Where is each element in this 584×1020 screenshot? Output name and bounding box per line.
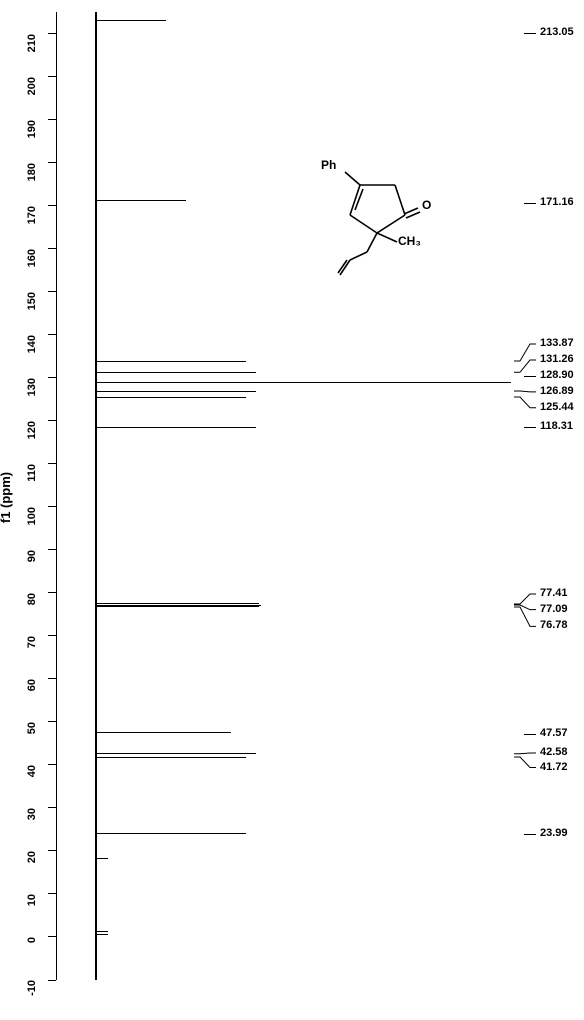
axis-tick-label: 120 [26,421,38,461]
axis-tick-label: 10 [26,894,38,934]
axis-tick [48,33,56,34]
peak-value-label: 41.72 [540,761,568,773]
peak-line [96,382,511,383]
axis-tick-label: 160 [26,249,38,289]
peak-line [96,833,246,834]
axis-tick-label: 190 [26,120,38,160]
peak-line [96,606,259,607]
axis-tick [48,549,56,550]
axis-tick [48,807,56,808]
axis-tick [48,592,56,593]
axis-tick-label: 200 [26,77,38,117]
peak-value-label: 133.87 [540,337,574,349]
axis-tick [48,721,56,722]
peak-line [96,732,231,733]
axis-tick [48,162,56,163]
label-connector [524,203,536,204]
axis-tick [48,936,56,937]
label-connector [524,427,536,428]
peak-line [96,372,256,373]
axis-tick-label: -10 [26,980,38,1020]
axis-tick-label: 180 [26,163,38,203]
axis-tick-label: 70 [26,636,38,676]
peak-line [96,934,108,935]
o-label: O [422,198,431,212]
peak-value-label: 171.16 [540,196,574,208]
peak-value-label: 126.89 [540,385,574,397]
peak-line [96,753,256,754]
label-connector [514,605,540,628]
peak-value-label: 77.09 [540,603,568,615]
y-axis-line [56,12,57,980]
axis-tick-label: 30 [26,808,38,848]
axis-tick [48,420,56,421]
axis-tick [48,678,56,679]
label-connector [524,734,536,735]
peak-value-label: 118.31 [540,420,573,432]
axis-tick-label: 40 [26,765,38,805]
axis-tick-label: 80 [26,593,38,633]
molecular-structure: Ph O CH₃ [305,160,450,280]
axis-tick [48,291,56,292]
axis-tick [48,248,56,249]
label-connector [514,395,540,410]
peak-value-label: 125.44 [540,401,574,413]
peak-line [96,931,108,932]
axis-tick [48,764,56,765]
axis-tick [48,205,56,206]
peak-value-label: 23.99 [540,827,568,839]
axis-tick-label: 0 [26,937,38,977]
axis-tick-label: 100 [26,507,38,547]
axis-tick-label: 140 [26,335,38,375]
label-connector [514,755,540,770]
peak-value-label: 47.57 [540,727,568,739]
peak-value-label: 42.58 [540,746,568,758]
axis-tick [48,334,56,335]
axis-tick [48,463,56,464]
label-connector [524,834,536,835]
peak-line [96,427,256,428]
label-connector [524,33,536,34]
peak-line [96,858,108,859]
axis-tick-label: 210 [26,34,38,74]
spectrum-baseline [95,12,97,980]
axis-tick-label: 130 [26,378,38,418]
peak-value-label: 128.90 [540,369,574,381]
axis-tick [48,980,56,981]
axis-tick-label: 110 [26,464,38,504]
peak-line [96,757,246,758]
peak-value-label: 76.78 [540,619,568,631]
axis-tick-label: 50 [26,722,38,762]
nmr-spectrum-plot: f1 (ppm) -100102030405060708090100110120… [0,0,584,1000]
peak-line [96,397,246,398]
axis-tick [48,506,56,507]
peak-line [96,20,166,21]
label-connector [524,376,536,377]
axis-tick-label: 20 [26,851,38,891]
peak-line [96,200,186,201]
axis-tick [48,377,56,378]
ph-label: Ph [321,158,336,172]
axis-title: f1 (ppm) [0,472,13,523]
peak-value-label: 213.05 [540,26,574,38]
axis-tick [48,635,56,636]
peak-value-label: 131.26 [540,353,574,365]
ch3-label: CH₃ [398,234,421,248]
axis-tick-label: 90 [26,550,38,590]
axis-tick [48,76,56,77]
axis-tick-label: 60 [26,679,38,719]
label-connector [514,358,540,374]
axis-tick-label: 170 [26,206,38,246]
peak-value-label: 77.41 [540,587,568,599]
axis-tick [48,893,56,894]
axis-tick-label: 150 [26,292,38,332]
label-connector [514,389,540,394]
peak-line [96,361,246,362]
peak-line [96,391,256,392]
axis-tick [48,119,56,120]
axis-tick [48,850,56,851]
